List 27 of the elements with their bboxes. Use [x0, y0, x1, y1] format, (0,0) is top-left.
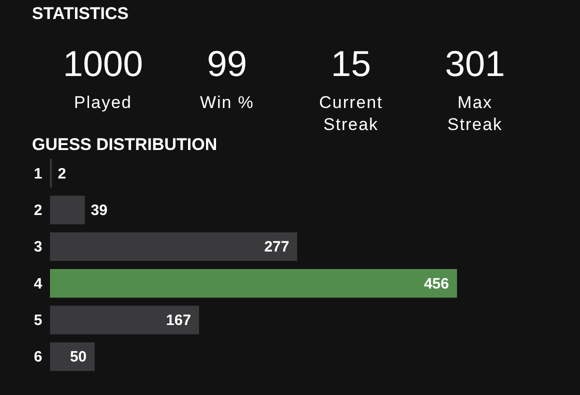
text: 15	[330, 43, 372, 84]
y-tick-label: 3	[34, 238, 42, 256]
bar	[50, 196, 85, 224]
y-tick-label: 6	[34, 348, 42, 366]
y-tick-label: 4	[34, 275, 43, 292]
data-label: 277	[264, 238, 290, 256]
text: 99	[206, 43, 248, 84]
text: Current Streak	[319, 93, 383, 134]
data-label: 50	[70, 348, 87, 366]
bar	[50, 232, 298, 261]
bar	[50, 269, 457, 298]
text: Played	[74, 93, 132, 112]
data-label: 2	[58, 165, 66, 182]
data-label: 39	[90, 202, 108, 219]
text: STATISTICS	[32, 4, 129, 23]
bar	[50, 306, 200, 334]
y-tick-label: 1	[34, 165, 42, 182]
text: Max Streak	[447, 93, 503, 134]
y-tick-label: 5	[34, 312, 42, 330]
bar	[50, 342, 95, 371]
data-label: 456	[424, 275, 449, 292]
text: Win %	[200, 93, 254, 112]
y-tick-label: 2	[34, 202, 42, 219]
text: 1000	[62, 43, 144, 84]
text: 301	[444, 43, 506, 84]
data-label: 167	[166, 312, 192, 330]
chart-title: GUESS DISTRIBUTION	[32, 135, 218, 154]
